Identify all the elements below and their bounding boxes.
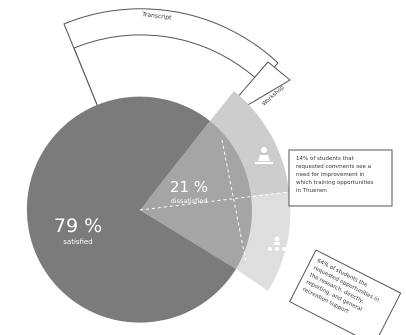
pie-slice-satisfied xyxy=(26,96,237,323)
dashed-guide-1 xyxy=(221,139,247,263)
slice-label-satisfied: satisfied xyxy=(63,238,92,246)
callout-text-1: 14% of students that requested comments s… xyxy=(296,156,374,194)
breakdown-band-2 xyxy=(236,192,291,291)
slice-value-satisfied: 79 % xyxy=(54,215,102,237)
callout-box-2: 64% of students therequested opportuniti… xyxy=(288,249,402,335)
pie-slice-dissatisfied xyxy=(140,121,253,269)
callout-line: need for improvement in xyxy=(296,172,365,178)
slice-value-dissatisfied: 21 % xyxy=(170,178,208,196)
group-meeting-icon xyxy=(268,236,286,251)
outer-label-transcript: Transcript xyxy=(141,11,173,22)
callout-box-1: 14% of students that requested comments s… xyxy=(288,149,393,207)
callout-line: which training opportunities xyxy=(296,180,374,186)
callout-line: requested comments see a xyxy=(296,164,371,170)
breakdown-band-1 xyxy=(210,91,289,196)
dashed-guide-2 xyxy=(139,191,290,211)
person-at-desk-icon xyxy=(255,147,273,164)
slice-label-dissatisfied: dissatisfied xyxy=(171,197,208,205)
callout-line: 14% of students that xyxy=(296,156,355,162)
callout-line: in Thuenen xyxy=(296,188,327,194)
